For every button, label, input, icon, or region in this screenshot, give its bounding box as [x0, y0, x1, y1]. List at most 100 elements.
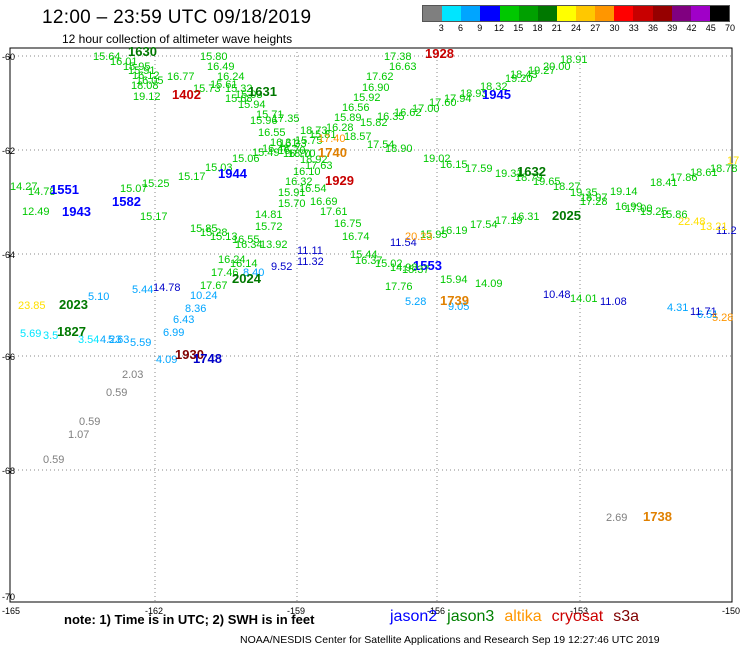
wave-height-label: 15.61 [210, 79, 238, 91]
wave-height-label: 15.89 [334, 112, 362, 124]
pass-time-label: 1929 [325, 173, 354, 188]
wave-height-label: 15.86 [660, 209, 688, 221]
wave-height-label: 8.36 [185, 303, 206, 315]
wave-height-label: 17.28 [580, 196, 608, 208]
wave-height-label: 17.35 [272, 113, 300, 125]
color-swatch-6 [537, 6, 557, 21]
wave-height-label: 14.78 [153, 282, 181, 294]
wave-height-label: 16.75 [334, 218, 362, 230]
wave-height-label: 18.08 [131, 80, 159, 92]
color-swatch-0 [423, 6, 443, 21]
wave-height-label: 14.27 [10, 181, 38, 193]
wave-height-label: 16.32 [285, 176, 313, 188]
map-frame [9, 47, 733, 603]
wave-height-label: 4.09 [156, 354, 177, 366]
wave-height-label: 18.79 [515, 172, 543, 184]
wave-height-label: 16.77 [167, 71, 195, 83]
wave-height-label: 15.06 [232, 153, 260, 165]
wave-height-label: 17.46 [211, 267, 239, 279]
wave-height-label: 20.23 [405, 231, 433, 243]
color-scale-label: 24 [570, 23, 581, 33]
wave-height-label: 15.13 [210, 231, 238, 243]
wave-height-label: 14.78 [28, 186, 56, 198]
color-swatch-7 [556, 6, 576, 21]
color-scale-swatches [422, 5, 730, 22]
lon-label: -153 [570, 606, 588, 616]
pass-time-label: 1748 [193, 351, 222, 366]
wave-height-label: 16.31 [270, 137, 298, 149]
pass-time-label: 2024 [232, 271, 262, 286]
color-swatch-13 [671, 6, 691, 21]
pass-time-label: 1944 [218, 166, 248, 181]
wave-height-label: 18.61 [690, 167, 718, 179]
wave-height-label: 18.92 [300, 154, 328, 166]
lon-label: -165 [2, 606, 20, 616]
wave-height-label: 23.85 [18, 300, 46, 312]
wave-height-label: 15.96 [250, 115, 278, 127]
wave-height-label: 15.72 [255, 221, 283, 233]
color-swatch-5 [518, 6, 538, 21]
wave-height-label: 16.48 [262, 143, 290, 155]
wave-height-label: 18.91 [560, 54, 588, 66]
color-scale-label: 9 [477, 23, 483, 33]
wave-height-label: 15.44 [350, 249, 378, 261]
wave-height-label: 8.40 [243, 267, 264, 279]
wave-height-label: 17.40 [318, 133, 346, 145]
wave-height-label: 18.32 [480, 81, 508, 93]
legend-altika: altika [504, 608, 542, 625]
wave-height-label: 15.28 [200, 227, 228, 239]
lon-label: -156 [427, 606, 445, 616]
color-scale-label: 36 [647, 23, 658, 33]
wave-height-label: 15.70 [278, 198, 306, 210]
wave-height-label: 17.24 [727, 155, 740, 167]
color-scale-label: 45 [705, 23, 716, 33]
lat-label: -70 [2, 592, 15, 602]
wave-height-label: 16.33 [279, 138, 307, 150]
color-swatch-15 [709, 6, 729, 21]
pass-time-label: 1582 [112, 194, 141, 209]
wave-height-label: 15.03 [205, 162, 233, 174]
wave-height-label: 17.54 [470, 219, 498, 231]
wave-height-label: 16.24 [217, 71, 245, 83]
wave-height-label: 15.70 [278, 145, 306, 157]
lat-label: -60 [2, 52, 15, 62]
wave-height-label: 11.54 [390, 237, 417, 249]
wave-height-label: 16.35 [377, 111, 405, 123]
wave-height-label: 11.2 [716, 225, 737, 237]
wave-height-label: 14.09 [475, 278, 503, 290]
wave-height-label: 16.63 [389, 61, 417, 73]
wave-height-label: 17.94 [444, 93, 472, 105]
wave-height-label: 16.31 [512, 211, 540, 223]
wave-height-label: 4.23 [100, 334, 121, 346]
wave-height-label: 16.15 [440, 159, 468, 171]
wave-height-label: 15.75 [295, 135, 323, 147]
pass-time-label: 1827 [57, 324, 86, 339]
wave-height-label: 2.69 [606, 512, 627, 524]
color-scale-label: 15 [513, 23, 524, 33]
wave-height-label: 16.62 [394, 107, 422, 119]
wave-height-label: 15.17 [140, 211, 168, 223]
wave-height-label: 16.70 [283, 148, 311, 160]
wave-height-label: 5.10 [88, 291, 109, 303]
color-scale-label: 3 [438, 23, 444, 33]
wave-height-label: 20.00 [543, 61, 571, 73]
wave-height-label: 16.90 [362, 82, 390, 94]
wave-height-label: 17.60 [429, 97, 457, 109]
wave-height-label: 17.59 [465, 163, 493, 175]
pass-time-label: 2025 [552, 208, 581, 223]
wave-height-label: 14.81 [255, 209, 283, 221]
wave-height-label: 6.99 [163, 327, 184, 339]
wave-height-label: 15.25 [640, 206, 668, 218]
wave-height-label: 15.64 [93, 51, 121, 63]
wave-height-label: 0.59 [106, 387, 127, 399]
wave-height-label: 16.10 [293, 166, 321, 178]
wave-height-label: 15.17 [178, 171, 206, 183]
color-swatch-10 [614, 6, 634, 21]
wave-height-label: 4.31 [667, 302, 688, 314]
pass-time-label: 1928 [425, 46, 454, 61]
pass-time-label: 1551 [50, 182, 79, 197]
wave-height-label: 9.05 [448, 301, 469, 313]
